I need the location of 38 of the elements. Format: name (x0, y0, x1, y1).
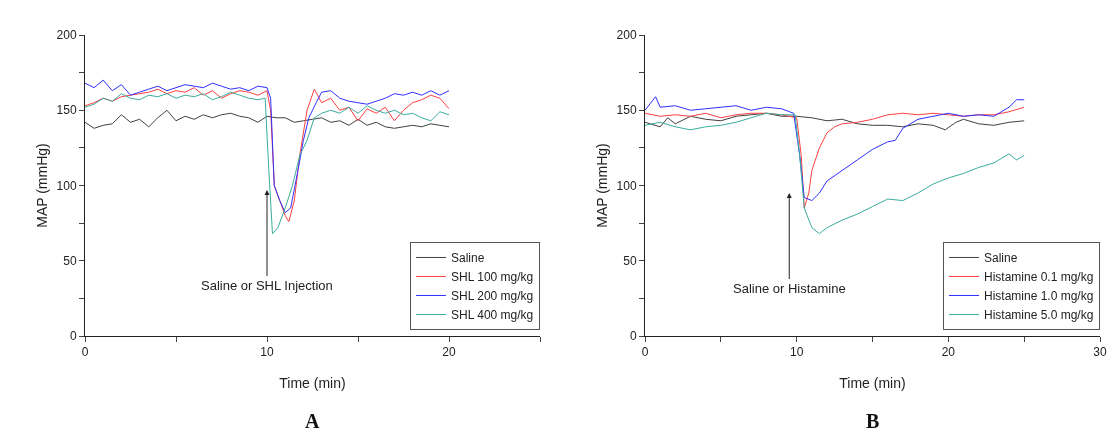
x-axis-title: Time (min) (839, 375, 906, 391)
x-tick-label: 0 (81, 345, 89, 360)
line-series (645, 112, 1025, 235)
y-tick-label: 0 (629, 329, 637, 344)
x-tick-label: 30 (1093, 345, 1107, 360)
text: B (866, 410, 880, 432)
legend-label: Saline (451, 251, 485, 266)
annotation: Saline or SHL Injection (201, 278, 333, 293)
y-axis-title: MAP (mmHg) (594, 143, 610, 228)
x-tick-label: 20 (442, 345, 456, 360)
x-axis-title: Time (min) (279, 375, 346, 391)
x-tick-label: 10 (789, 345, 804, 360)
legend-label: Saline (984, 251, 1018, 266)
legend-label: Histamine 1.0 mg/kg (984, 289, 1094, 304)
y-tick-label: 150 (56, 103, 77, 118)
line-series (645, 112, 1025, 131)
y-tick-label: 200 (56, 28, 77, 43)
y-tick-label: 0 (69, 329, 77, 344)
y-tick-label: 150 (616, 103, 637, 118)
legend-label: SHL 400 mg/kg (451, 308, 534, 323)
text: A (305, 410, 320, 432)
line-series (645, 106, 1025, 209)
line-series (645, 96, 1025, 202)
legend-label: SHL 200 mg/kg (451, 289, 534, 304)
x-tick-label: 20 (941, 345, 956, 360)
legend-label: Histamine 0.1 mg/kg (984, 270, 1094, 285)
y-tick-label: 50 (63, 253, 77, 268)
y-tick-label: 100 (56, 178, 77, 193)
x-tick-label: 10 (260, 345, 274, 360)
legend-label: Histamine 5.0 mg/kg (984, 308, 1094, 323)
annotation: Saline or Histamine (733, 281, 846, 296)
y-axis-title: MAP (mmHg) (34, 143, 50, 228)
x-tick-label: 0 (641, 345, 649, 360)
legend-label: SHL 100 mg/kg (451, 270, 534, 285)
y-tick-label: 200 (616, 28, 637, 43)
line-series (85, 109, 450, 129)
y-tick-label: 100 (616, 178, 637, 193)
y-tick-label: 50 (623, 253, 637, 268)
